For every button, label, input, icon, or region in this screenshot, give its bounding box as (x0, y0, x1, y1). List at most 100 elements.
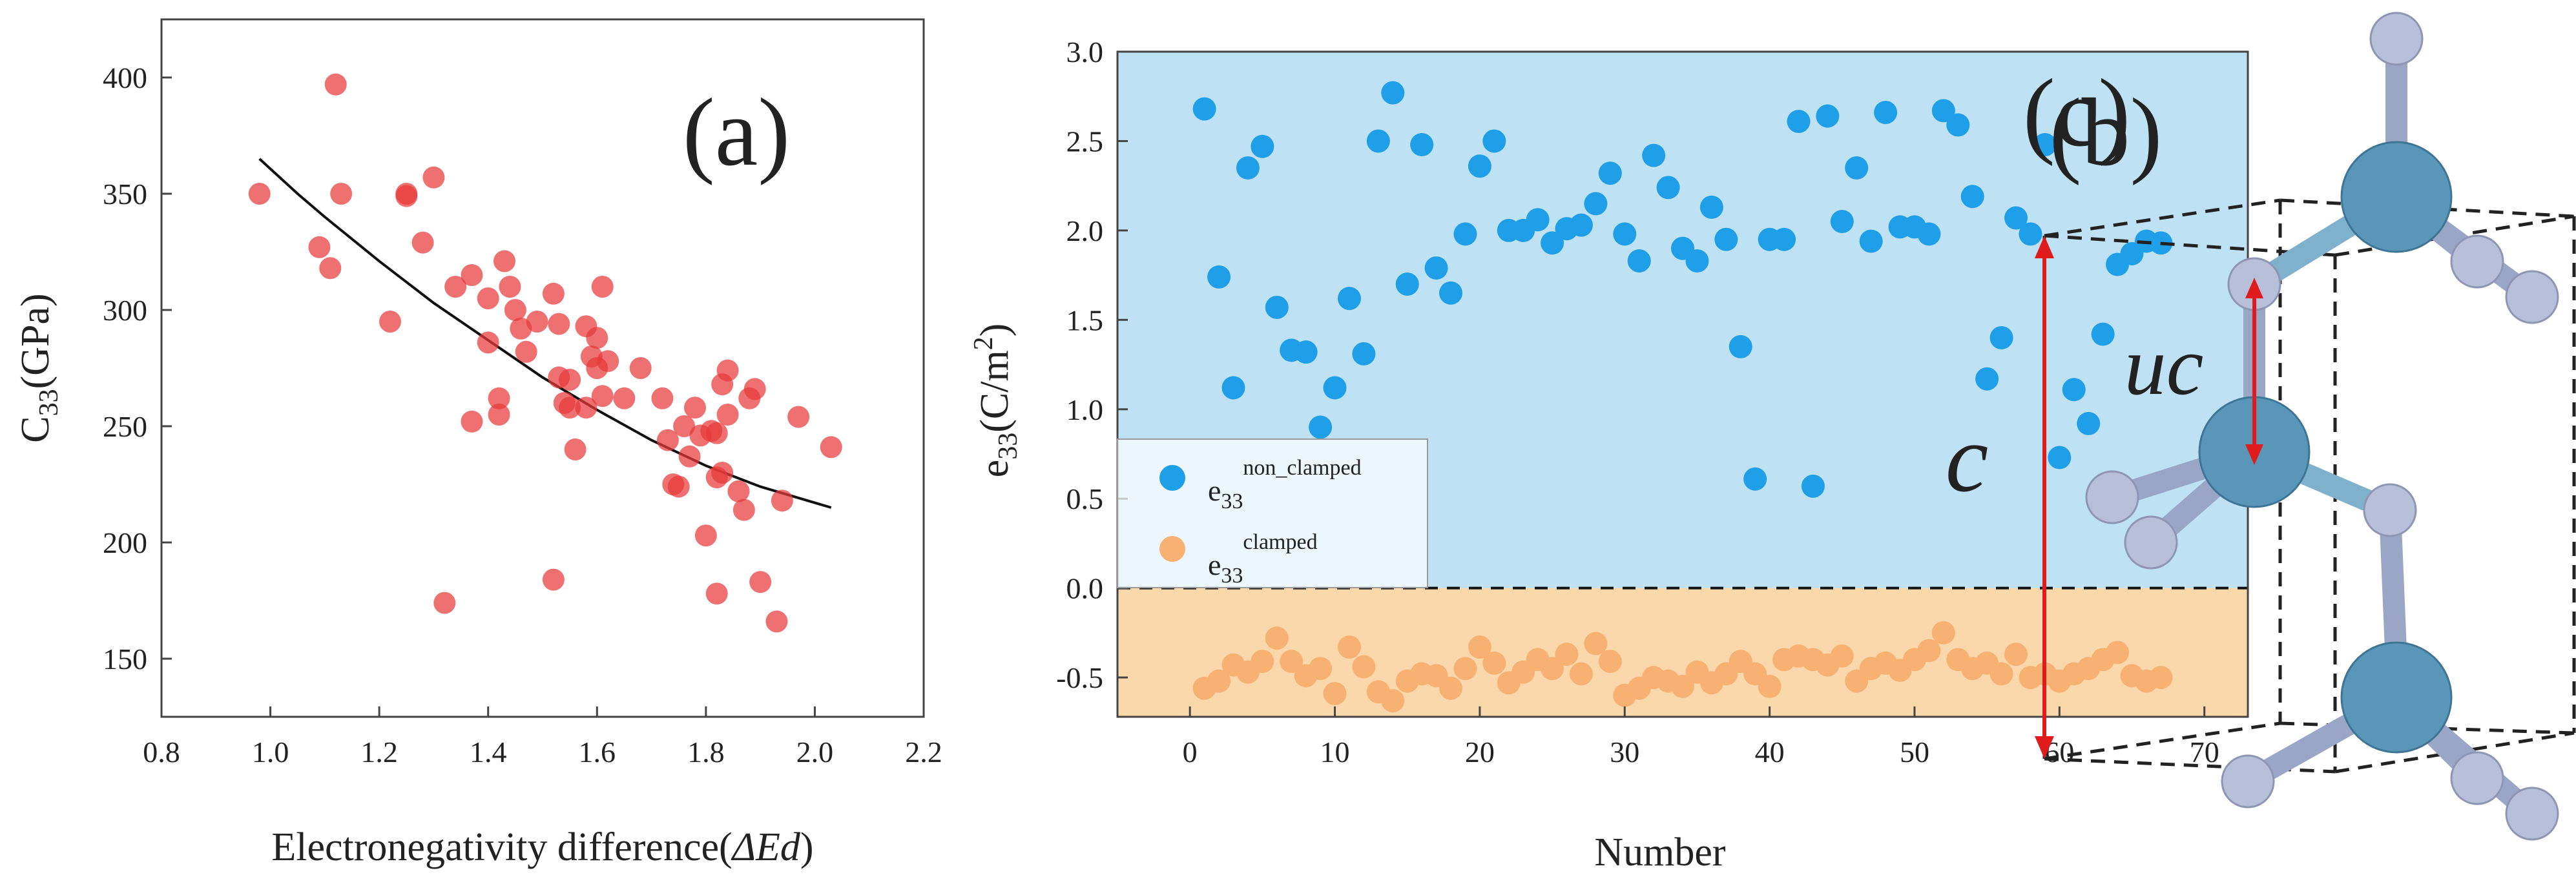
data-point (1931, 621, 1955, 644)
data-point (1541, 231, 1564, 255)
data-point (1714, 227, 1738, 251)
data-point (1337, 287, 1361, 311)
x-tick-label: 0 (1183, 736, 1198, 768)
data-point (2033, 132, 2057, 156)
data-point (433, 592, 456, 614)
data-point (629, 357, 652, 379)
data-point (678, 445, 701, 468)
data-point (1251, 134, 1274, 158)
data-point (2062, 378, 2086, 402)
data-point (711, 462, 734, 484)
panel-c-label: (c) (2023, 59, 2130, 167)
data-point (613, 387, 636, 409)
x-tick-label: 1.2 (360, 736, 398, 768)
data-point (1975, 367, 1999, 391)
panel-a-y-axis-label: C33(GPa) (14, 293, 64, 442)
atom-large (2340, 641, 2453, 754)
legend-1-base: e (1208, 548, 1221, 581)
atom-small (2363, 483, 2417, 537)
uc-arrow-head (2245, 278, 2263, 298)
legend-marker-non-clamped (1159, 465, 1185, 491)
data-point (1845, 156, 1869, 180)
panel-c: (c) (1946, 12, 2576, 841)
data-point (515, 340, 537, 363)
data-point (656, 429, 679, 451)
data-point (2019, 222, 2042, 246)
data-point (1309, 657, 1333, 681)
data-point (1323, 682, 1347, 706)
y-tick-label: -0.5 (1056, 661, 1103, 694)
data-point (1468, 154, 1491, 178)
data-point (591, 276, 614, 298)
legend-0-sub: 33 (1221, 489, 1243, 513)
data-point (1584, 192, 1608, 216)
data-point (1859, 229, 1883, 253)
cell-edge (2044, 721, 2281, 761)
panel-a-label: (a) (683, 79, 790, 186)
atom-small (2505, 270, 2559, 324)
data-point (727, 480, 750, 502)
data-point (1627, 249, 1651, 273)
y-tick-label: 2.5 (1066, 125, 1104, 158)
data-point (1280, 650, 1304, 674)
data-point (444, 276, 467, 298)
x-tick-label: 1.4 (470, 736, 507, 768)
panel-b-x-axis-label: Number (1594, 830, 1726, 874)
panel-a-x-axis-label: Electronegativity difference(ΔEd) (271, 825, 813, 869)
data-point (765, 610, 788, 633)
data-point (1699, 195, 1723, 219)
data-point (1874, 101, 1898, 125)
data-point (2004, 206, 2028, 230)
panel-a-frame (160, 18, 925, 718)
data-point (1236, 156, 1260, 180)
atom-large (2340, 141, 2453, 253)
data-point (422, 166, 445, 189)
data-point (1801, 474, 1825, 498)
data-point (488, 404, 510, 426)
atom-small (2085, 470, 2139, 524)
data-point (743, 378, 766, 400)
data-point (319, 257, 342, 280)
data-point (461, 410, 483, 433)
data-point (1424, 256, 1448, 280)
x-tick-label: 10 (1320, 736, 1350, 768)
data-point (308, 236, 331, 258)
panel-b-y-axis-label: e33(C/m2) (969, 324, 1023, 478)
data-point (559, 369, 581, 391)
data-point (1453, 657, 1477, 681)
data-point (1555, 643, 1579, 666)
y-tick-label: 2.0 (1066, 214, 1104, 247)
panel-a-x-ticks: 0.8 1.0 1.2 1.4 1.6 1.8 2.0 2.2 (143, 706, 942, 768)
data-point (732, 499, 755, 521)
c-arrow-head (2035, 736, 2054, 759)
data-point (1584, 632, 1608, 655)
panel-b-y-ticks: -0.5 0.0 0.5 1.0 1.5 2.0 2.5 3.0 (1056, 36, 1128, 694)
data-point (1468, 635, 1491, 659)
panel-b-clamped-points (1192, 621, 2173, 713)
panel-b: 0 10 20 30 40 50 60 70 -0.50.00.51.01.52.02.53.… (969, 36, 2249, 874)
atom-small (2369, 12, 2424, 66)
data-point (1569, 662, 1593, 686)
panel-a-points (248, 73, 842, 633)
data-point (1671, 674, 1694, 698)
data-point (591, 385, 614, 407)
panel-b-label: (b) (2050, 79, 2163, 186)
fit-curve (258, 158, 832, 509)
panel-a-y-label-unit: (GPa) (14, 293, 57, 389)
c-label: c (1946, 405, 1989, 512)
data-point (564, 438, 587, 460)
data-point (2048, 446, 2072, 469)
data-point (461, 264, 483, 286)
data-point (597, 350, 619, 373)
data-point (504, 299, 526, 321)
data-point (787, 406, 810, 428)
data-point (1192, 97, 1216, 121)
data-point (1395, 272, 1419, 296)
data-point (1381, 81, 1405, 105)
legend-marker-clamped (1159, 536, 1185, 562)
dimension-arrows (2035, 236, 2263, 759)
uc-arrow-head (2245, 444, 2263, 465)
data-point (820, 436, 842, 458)
data-point (1207, 669, 1231, 693)
data-point (1207, 265, 1231, 289)
